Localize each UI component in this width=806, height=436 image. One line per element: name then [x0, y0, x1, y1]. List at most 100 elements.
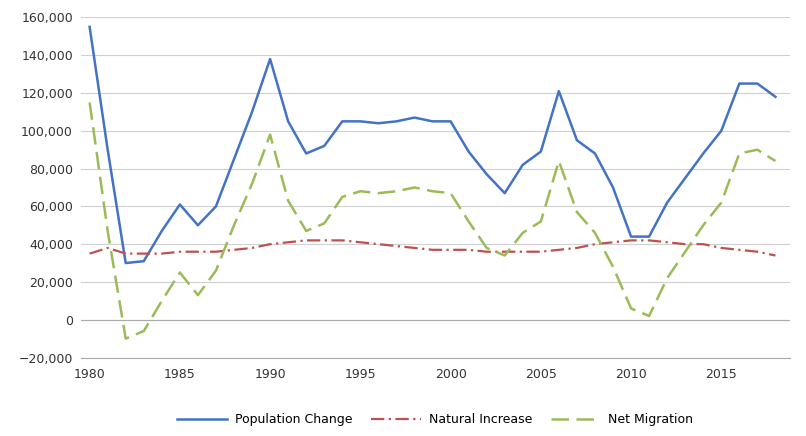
Population Change — [139, 259, 148, 264]
Net Migration — [554, 158, 563, 164]
Natural Increase — [175, 249, 185, 254]
Net Migration — [265, 132, 275, 137]
Line: Net Migration: Net Migration — [89, 102, 775, 339]
Natural Increase — [157, 251, 167, 256]
Population Change — [753, 81, 762, 86]
Natural Increase — [103, 245, 113, 251]
Natural Increase — [680, 242, 690, 247]
Net Migration — [284, 198, 293, 203]
Net Migration — [373, 191, 383, 196]
Net Migration — [175, 270, 185, 275]
Population Change — [373, 121, 383, 126]
Net Migration — [338, 194, 347, 200]
Natural Increase — [428, 247, 438, 252]
Natural Increase — [771, 253, 780, 258]
Net Migration — [463, 219, 473, 224]
Net Migration — [717, 200, 726, 205]
Population Change — [518, 162, 528, 167]
Net Migration — [355, 189, 365, 194]
Net Migration — [392, 189, 401, 194]
Population Change — [536, 149, 546, 154]
Population Change — [609, 185, 618, 190]
Population Change — [229, 157, 239, 162]
Population Change — [355, 119, 365, 124]
Natural Increase — [626, 238, 636, 243]
Natural Increase — [699, 242, 708, 247]
Population Change — [644, 234, 654, 239]
Net Migration — [446, 191, 455, 196]
Net Migration — [247, 181, 257, 186]
Natural Increase — [536, 249, 546, 254]
Net Migration — [536, 219, 546, 224]
Net Migration — [644, 313, 654, 319]
Population Change — [121, 260, 131, 266]
Net Migration — [699, 223, 708, 228]
Natural Increase — [518, 249, 528, 254]
Net Migration — [500, 253, 509, 258]
Population Change — [500, 191, 509, 196]
Net Migration — [663, 276, 672, 281]
Net Migration — [734, 151, 744, 156]
Natural Increase — [644, 238, 654, 243]
Natural Increase — [753, 249, 762, 254]
Net Migration — [121, 336, 131, 341]
Natural Increase — [85, 251, 94, 256]
Population Change — [699, 151, 708, 156]
Natural Increase — [265, 242, 275, 247]
Population Change — [157, 228, 167, 234]
Natural Increase — [338, 238, 347, 243]
Net Migration — [626, 306, 636, 311]
Natural Increase — [229, 247, 239, 252]
Population Change — [446, 119, 455, 124]
Population Change — [482, 172, 492, 177]
Natural Increase — [355, 240, 365, 245]
Natural Increase — [211, 249, 221, 254]
Natural Increase — [609, 240, 618, 245]
Natural Increase — [139, 251, 148, 256]
Population Change — [247, 109, 257, 115]
Net Migration — [229, 223, 239, 228]
Net Migration — [301, 228, 311, 234]
Natural Increase — [463, 247, 473, 252]
Line: Population Change: Population Change — [89, 27, 775, 263]
Natural Increase — [717, 245, 726, 251]
Net Migration — [103, 228, 113, 234]
Population Change — [85, 24, 94, 30]
Net Migration — [753, 147, 762, 152]
Net Migration — [211, 268, 221, 273]
Population Change — [265, 56, 275, 61]
Natural Increase — [554, 247, 563, 252]
Natural Increase — [734, 247, 744, 252]
Natural Increase — [572, 245, 582, 251]
Natural Increase — [590, 242, 600, 247]
Population Change — [572, 138, 582, 143]
Population Change — [463, 149, 473, 154]
Natural Increase — [193, 249, 203, 254]
Net Migration — [518, 230, 528, 235]
Population Change — [771, 94, 780, 99]
Natural Increase — [482, 249, 492, 254]
Population Change — [301, 151, 311, 156]
Natural Increase — [121, 251, 131, 256]
Net Migration — [428, 189, 438, 194]
Net Migration — [139, 328, 148, 334]
Natural Increase — [373, 242, 383, 247]
Population Change — [409, 115, 419, 120]
Net Migration — [609, 264, 618, 269]
Natural Increase — [301, 238, 311, 243]
Natural Increase — [392, 243, 401, 249]
Population Change — [663, 200, 672, 205]
Natural Increase — [319, 238, 329, 243]
Population Change — [428, 119, 438, 124]
Net Migration — [409, 185, 419, 190]
Natural Increase — [500, 249, 509, 254]
Net Migration — [771, 158, 780, 164]
Natural Increase — [663, 240, 672, 245]
Population Change — [284, 119, 293, 124]
Population Change — [103, 147, 113, 152]
Population Change — [554, 89, 563, 94]
Population Change — [590, 151, 600, 156]
Legend: Population Change, Natural Increase, Net Migration: Population Change, Natural Increase, Net… — [172, 408, 698, 431]
Net Migration — [680, 249, 690, 254]
Population Change — [193, 223, 203, 228]
